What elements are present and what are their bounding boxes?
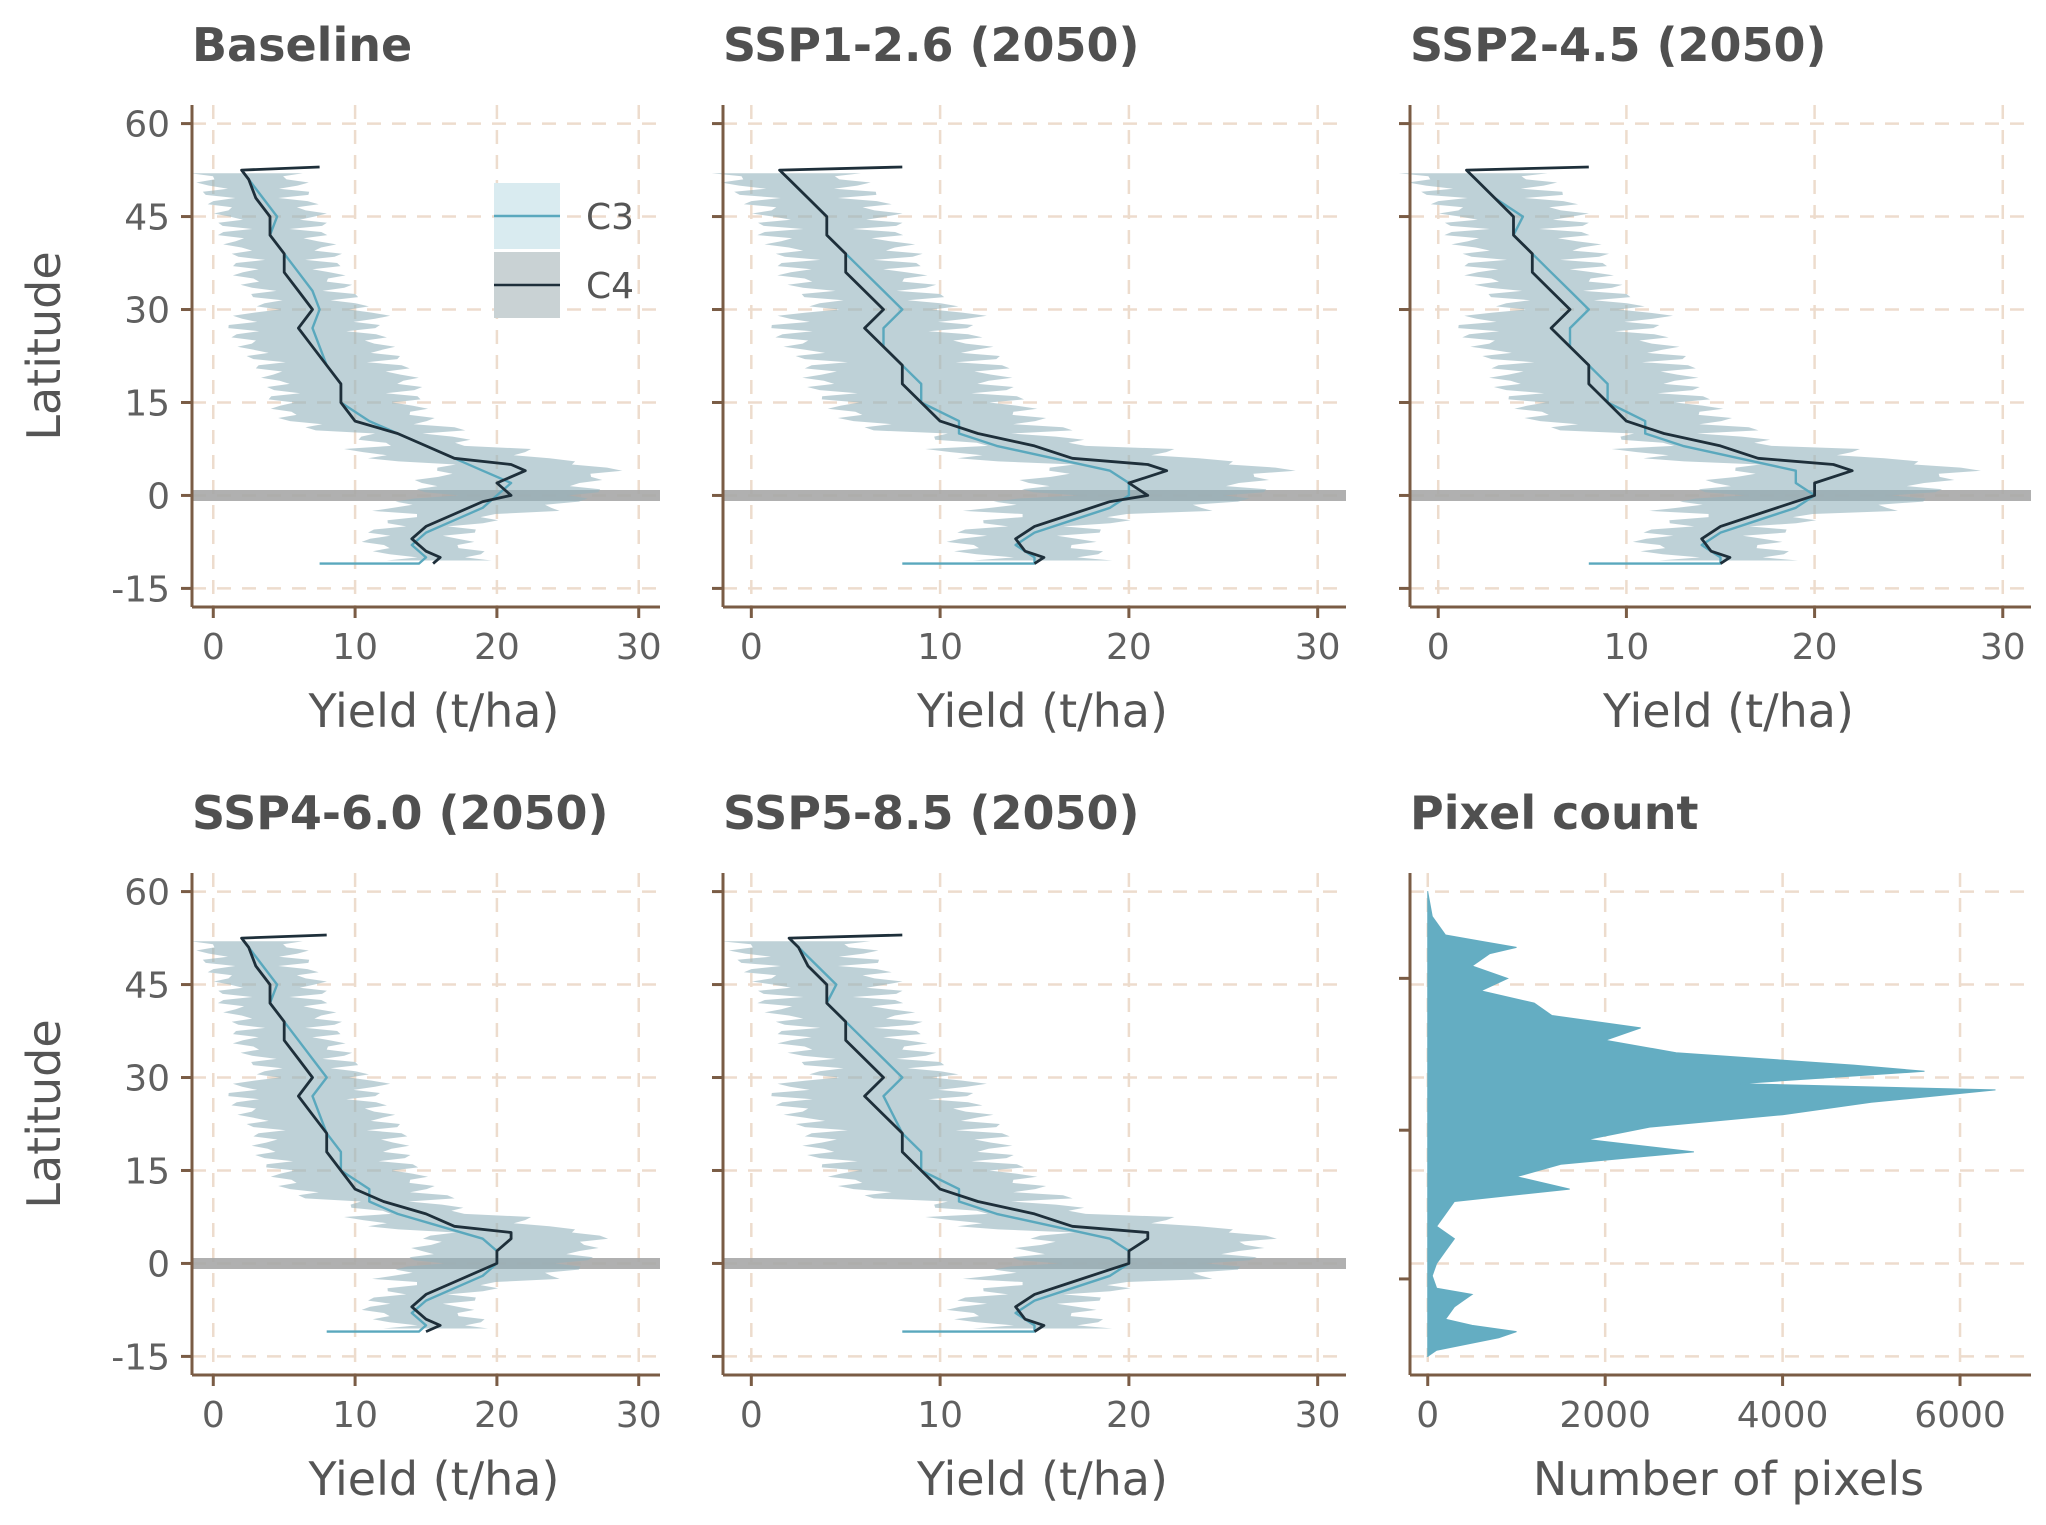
panel-3: SSP2-4.5 (2050) 0 10 20 30 Yield (t/ha)	[1398, 18, 2031, 738]
x-tick-label: 0	[1427, 627, 1450, 668]
panel-title: SSP1-2.6 (2050)	[723, 18, 1140, 72]
x-tick-label: 10	[332, 627, 378, 668]
x-tick-label: 20	[1106, 1395, 1152, 1436]
y-axis-label: Latitude	[17, 251, 71, 440]
y-tick-label: -15	[111, 1337, 170, 1378]
x-tick-label: 2000	[1559, 1395, 1651, 1436]
x-tick-label: 0	[1416, 1395, 1439, 1436]
legend-label: C4	[586, 266, 634, 307]
panel-2: SSP1-2.6 (2050) 0 10 20 30 Yield (t/ha)	[711, 18, 1346, 738]
y-tick-label: 30	[124, 1059, 170, 1100]
legend: C3 C4	[494, 183, 634, 318]
panel-title: Baseline	[192, 18, 412, 72]
panel-title: SSP2-4.5 (2050)	[1410, 18, 1827, 72]
x-tick-label: 6000	[1914, 1395, 2006, 1436]
y-tick-label: 0	[147, 476, 170, 517]
x-tick-label: 10	[332, 1395, 378, 1436]
x-tick-label: 30	[1295, 1395, 1341, 1436]
y-tick-label: 60	[124, 105, 170, 146]
y-tick-label: 45	[124, 198, 170, 239]
panel-1: Baseline C3 C4 60 45 30 15 0 -15 0 10 20 30 Yield (t/…	[17, 18, 662, 738]
x-tick-label: 30	[1980, 627, 2026, 668]
series-line-c4	[240, 933, 513, 1333]
x-tick-label: 30	[1295, 627, 1341, 668]
x-tick-label: 10	[1604, 627, 1650, 668]
panel-5: SSP5-8.5 (2050) 0 10 20 30 Yield (t/ha)	[712, 786, 1346, 1506]
series-line-c4	[787, 933, 1150, 1333]
x-axis-label: Yield (t/ha)	[916, 1452, 1168, 1506]
ribbon-area	[711, 173, 1296, 561]
histogram-area	[1426, 890, 1996, 1358]
x-axis-label: Number of pixels	[1533, 1452, 1924, 1506]
panel-6: Pixel count 0 2000 4000 6000 Number of pixels	[1399, 786, 2031, 1506]
series-line-c4	[1465, 165, 1854, 565]
ribbon-area	[190, 941, 609, 1329]
y-tick-label: 60	[124, 873, 170, 914]
x-tick-label: 0	[740, 627, 763, 668]
ribbon-area	[1398, 173, 1981, 561]
x-tick-label: 0	[202, 1395, 225, 1436]
x-tick-label: 0	[740, 1395, 763, 1436]
x-tick-label: 4000	[1737, 1395, 1829, 1436]
x-axis-label: Yield (t/ha)	[1602, 684, 1854, 738]
panel-title: SSP5-8.5 (2050)	[723, 786, 1140, 840]
x-axis-label: Yield (t/ha)	[916, 684, 1168, 738]
x-tick-label: 20	[474, 1395, 520, 1436]
x-axis-label: Yield (t/ha)	[308, 684, 560, 738]
panel-title: Pixel count	[1410, 786, 1699, 840]
y-tick-label: 0	[147, 1244, 170, 1285]
x-tick-label: 0	[202, 627, 225, 668]
ribbon-area	[190, 173, 623, 561]
x-tick-label: 20	[474, 627, 520, 668]
x-tick-label: 10	[917, 627, 963, 668]
x-tick-label: 20	[1792, 627, 1838, 668]
x-axis-label: Yield (t/ha)	[308, 1452, 560, 1506]
y-tick-label: 15	[124, 1151, 170, 1192]
y-tick-label: -15	[111, 569, 170, 610]
ribbon-area	[721, 941, 1277, 1329]
legend-label: C3	[586, 197, 634, 238]
series-line-c4	[240, 165, 527, 565]
x-tick-label: 20	[1106, 627, 1152, 668]
y-tick-label: 15	[124, 383, 170, 424]
y-tick-label: 30	[124, 291, 170, 332]
y-tick-label: 45	[124, 966, 170, 1007]
panel-title: SSP4-6.0 (2050)	[192, 786, 609, 840]
x-tick-label: 30	[616, 627, 662, 668]
x-tick-label: 30	[616, 1395, 662, 1436]
panel-4: SSP4-6.0 (2050) 60 45 30 15 0 -15 0 10 20 30 Yield …	[17, 786, 662, 1506]
x-tick-label: 10	[917, 1395, 963, 1436]
y-axis-label: Latitude	[17, 1019, 71, 1208]
series-line-c4	[778, 165, 1169, 565]
